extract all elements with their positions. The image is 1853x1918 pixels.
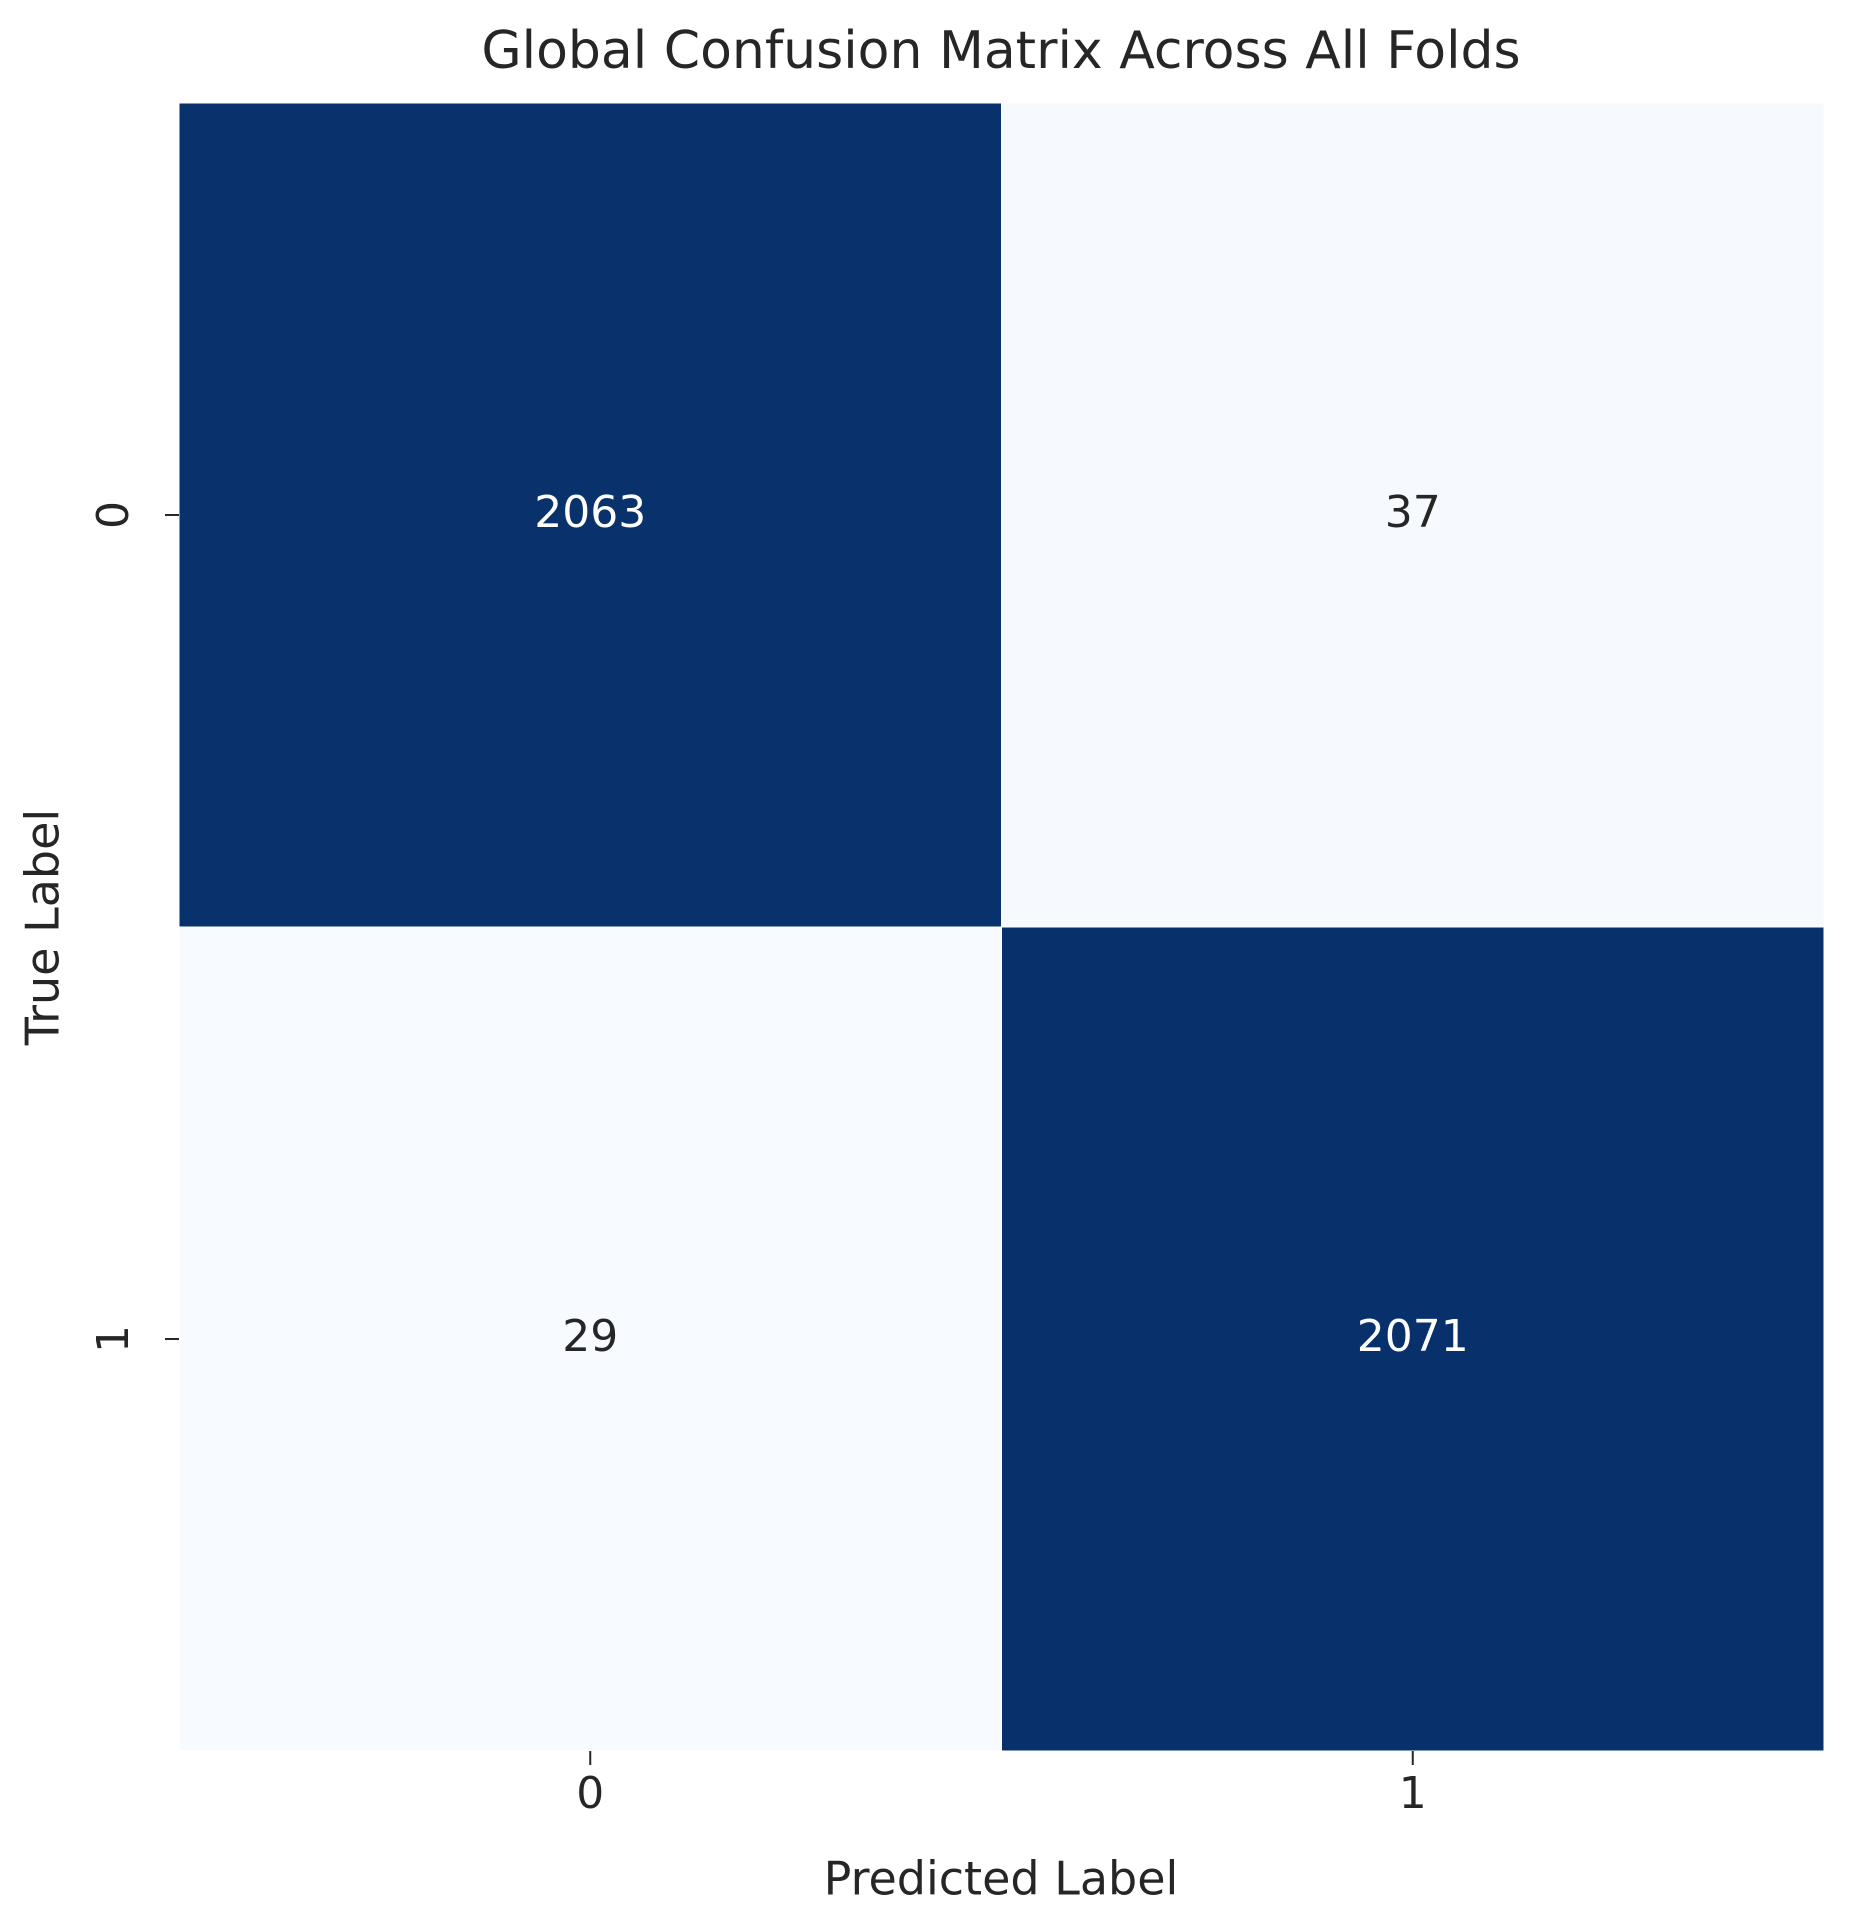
heatmap-cell <box>1001 102 1825 928</box>
heatmap-cell <box>178 102 1002 928</box>
cell-label: 2063 <box>534 487 646 538</box>
x-tick-label: 0 <box>576 1768 604 1819</box>
chart-title: Global Confusion Matrix Across All Folds <box>481 21 1520 81</box>
cell-label: 2071 <box>1357 1311 1469 1362</box>
y-tick-label: 0 <box>88 501 139 529</box>
cell-label: 29 <box>562 1311 618 1362</box>
heatmap-cell <box>1001 926 1825 1752</box>
x-tick-label: 1 <box>1399 1768 1427 1819</box>
heatmap-cell <box>178 926 1002 1752</box>
x-axis-label: Predicted Label <box>824 1852 1179 1906</box>
cell-label: 37 <box>1385 487 1441 538</box>
y-tick-label: 1 <box>88 1325 139 1353</box>
y-axis-label: True Label <box>16 809 70 1046</box>
